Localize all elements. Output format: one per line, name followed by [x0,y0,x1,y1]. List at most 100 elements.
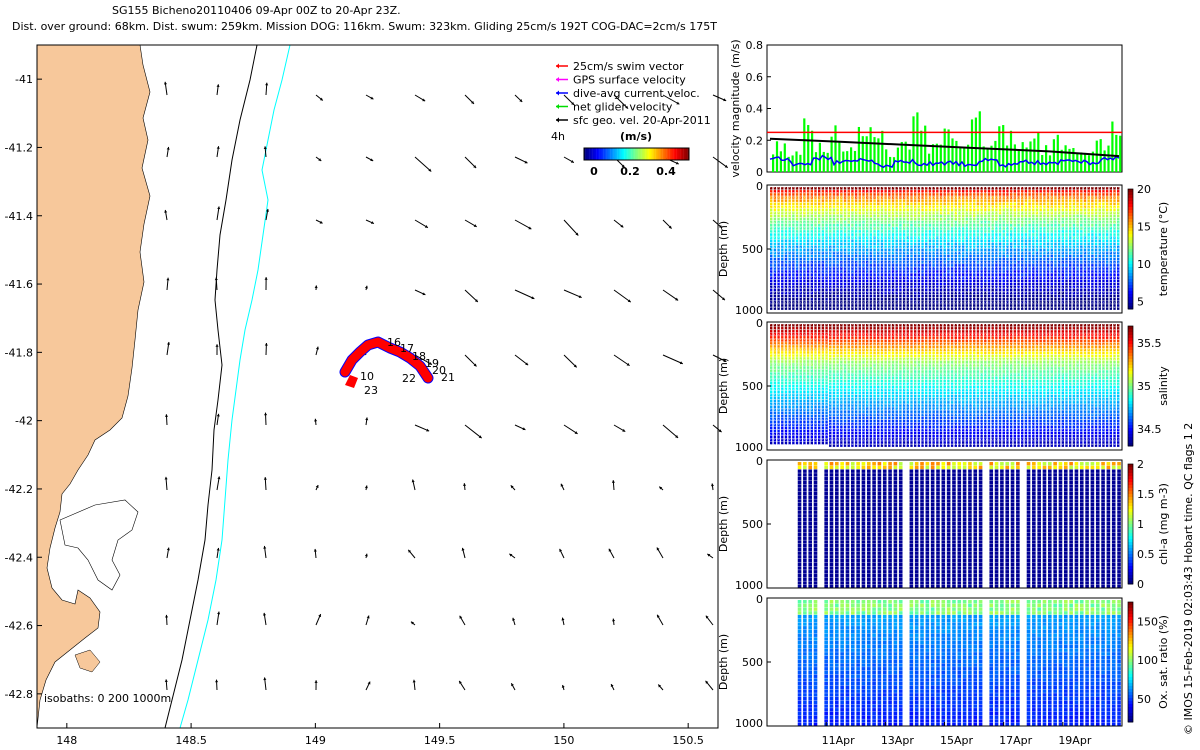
profile-sample [1109,298,1113,301]
profile-sample [895,261,898,264]
profile-sample [777,324,780,327]
profile-sample [1024,233,1028,236]
profile-sample [770,402,773,406]
profile-sample [792,242,795,246]
profile-sample [984,288,987,292]
profile-sample [795,390,799,394]
profile-sample [1009,288,1013,292]
profile-sample [980,276,983,280]
profile-sample [998,208,1002,212]
profile-sample [1091,214,1094,218]
map-ytick-label: -42 [15,415,33,428]
profile-sample [1065,261,1068,264]
profile-sample [1069,193,1072,196]
profile-sample [984,202,987,206]
profile-sample [910,230,913,233]
profile-sample [865,199,869,202]
profile-sample [1002,294,1005,298]
profile-sample [829,251,832,255]
profile-sample [1076,294,1079,298]
profile-sample [1028,261,1031,264]
profile-sample [913,288,917,292]
profile-sample [821,291,825,295]
profile-sample [958,196,961,199]
profile-sample [792,429,795,433]
profile-sample [843,187,847,190]
profile-sample [932,245,935,249]
profile-sample [884,217,887,221]
profile-sample [995,301,998,304]
profile-sample [806,304,810,307]
profile-sample [928,304,932,307]
profile-sample [961,227,965,230]
profile-sample [781,279,784,283]
profile-sample [854,267,858,270]
profile-sample [973,193,976,196]
profile-sample [891,301,895,304]
profile-sample [987,227,991,230]
profile-sample [1113,190,1116,193]
profile-sample [821,294,825,298]
profile-sample [821,214,825,218]
profile-sample [810,282,814,286]
profile-sample [925,227,928,230]
net-glider-velocity-bar [1013,144,1016,172]
profile-sample [910,211,913,215]
profile-sample [969,270,972,273]
net-glider-velocity-bar [947,129,950,172]
profile-sample [795,270,799,273]
current-vector-head [707,553,711,557]
profile-sample [873,307,876,310]
colorbar-cell [1128,228,1133,232]
profile-sample [803,193,806,196]
profile-sample [939,298,943,301]
net-glider-velocity-bar [838,141,841,172]
profile-sample [1098,202,1101,206]
profile-sample [784,279,788,283]
profile-sample [873,267,876,270]
profile-sample [943,187,946,190]
profile-sample [910,248,913,252]
profile-sample [947,217,950,221]
profile-sample [1080,267,1083,270]
profile-sample [913,298,917,301]
profile-sample [1080,227,1083,230]
profile-sample [877,288,880,292]
legend-colorbar-cell [680,148,683,160]
profile-sample [950,298,954,301]
profile-sample [965,230,969,233]
profile-sample [799,384,802,388]
profile-sample [773,324,777,327]
profile-sample [899,279,902,283]
profile-sample [921,282,924,286]
profile-sample [1080,270,1083,273]
profile-sample [784,435,788,439]
profile-sample [795,324,799,327]
profile-sample [925,267,928,270]
profile-sample [806,390,810,394]
profile-sample [925,236,928,239]
profile-sample [947,282,950,286]
profile-sample [1113,187,1116,190]
profile-sample [932,187,935,190]
colorbar-cell [1128,237,1133,241]
profile-sample [987,242,991,246]
profile-sample [1072,208,1076,212]
profile-sample [928,264,932,267]
profile-sample [795,375,799,378]
profile-sample [1050,208,1053,212]
profile-sample [954,285,957,289]
legend-colorbar-cell [584,148,586,160]
profile-sample [998,307,1002,310]
profile-sample [954,239,957,243]
profile-sample [888,291,891,295]
profile-sample [880,193,884,196]
profile-sample [880,288,884,292]
legend-label: GPS surface velocity [573,74,686,87]
profile-sample [777,393,780,397]
profile-sample [1083,208,1087,212]
profile-sample [958,236,961,239]
profile-sample [795,239,799,243]
profile-sample [1109,227,1113,230]
profile-sample [773,307,777,310]
